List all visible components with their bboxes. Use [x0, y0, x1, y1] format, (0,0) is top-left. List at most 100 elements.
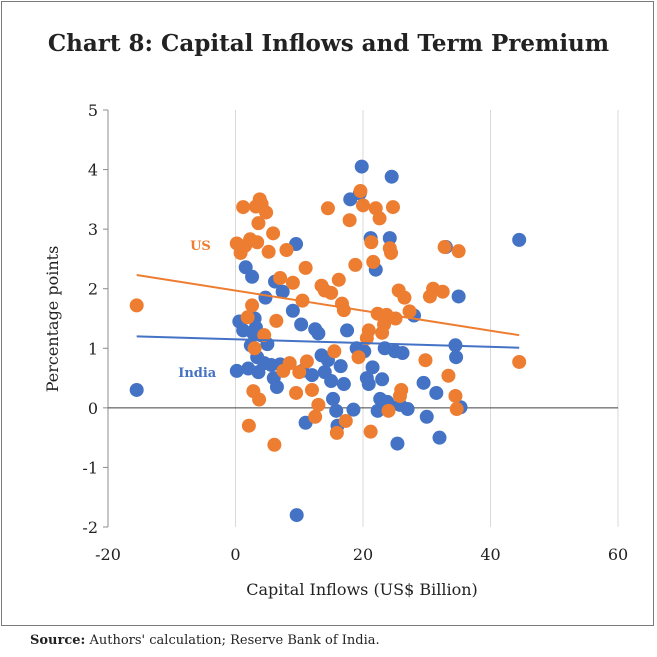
us-point [320, 201, 335, 216]
india-point [333, 359, 348, 374]
trendlines [136, 274, 520, 349]
us-point [384, 245, 399, 260]
us-point [298, 260, 313, 275]
scatter-plot: -2 -1 0 1 2 3 4 5 -20 0 20 40 60 US India Capital Inf… [43, 101, 628, 599]
india-point [390, 436, 405, 451]
india-point [370, 403, 385, 418]
y-tick-label: 2 [88, 280, 98, 299]
us-trendline [136, 274, 520, 337]
us-point [449, 402, 464, 417]
india-point [375, 372, 390, 387]
india-point [324, 374, 339, 389]
us-point [361, 323, 376, 338]
us-point [441, 368, 456, 383]
y-tick-label: 5 [88, 101, 98, 120]
source-note: Source: Authors' calculation; Reserve Ba… [30, 633, 380, 648]
us-point [247, 341, 262, 356]
us-point [129, 298, 144, 313]
us-point [397, 290, 412, 305]
us-point [299, 354, 314, 369]
us-point [252, 392, 267, 407]
us-point [363, 424, 378, 439]
us-point [279, 242, 294, 257]
chart-frame [1, 1, 654, 626]
india-point [512, 232, 527, 247]
us-point [512, 354, 527, 369]
india-point [229, 363, 244, 378]
india-point [365, 360, 380, 375]
india-point [285, 303, 300, 318]
us-point [305, 382, 319, 397]
india-point [258, 290, 273, 305]
us-point [240, 310, 255, 325]
india-point [329, 403, 344, 418]
y-tick-label: 4 [88, 161, 98, 180]
source-text: Authors' calculation; Reserve Bank of In… [85, 633, 380, 648]
us-point [267, 437, 282, 452]
y-tick-label: -1 [82, 458, 98, 477]
india-point [384, 169, 399, 184]
india-point [305, 368, 319, 383]
annotations: US India [178, 239, 217, 381]
us-point [451, 244, 466, 259]
y-tick-label: -2 [82, 518, 98, 537]
india-point [449, 350, 464, 365]
us-point [269, 313, 284, 328]
us-point [250, 235, 265, 250]
x-axis-label: Capital Inflows (US$ Billion) [246, 580, 478, 599]
annotation-us: US [190, 239, 211, 254]
x-tick-label: 0 [230, 545, 240, 564]
gridlines [235, 110, 619, 527]
us-point [292, 365, 307, 380]
india-point [400, 402, 415, 417]
us-point [435, 284, 450, 299]
tick-labels: -2 -1 0 1 2 3 4 5 -20 0 20 40 60 [82, 101, 628, 564]
y-axis-label: Percentage points [43, 246, 62, 393]
india-point [416, 375, 431, 390]
us-point [342, 213, 357, 228]
us-point [353, 184, 368, 199]
us-point [273, 270, 288, 285]
india-point [269, 380, 284, 395]
india-point [289, 508, 304, 523]
us-point [366, 254, 381, 269]
us-point [448, 388, 463, 403]
us-point [285, 275, 300, 290]
india-point [451, 289, 466, 304]
india-point [395, 346, 410, 361]
us-point [385, 200, 400, 215]
us-point [324, 285, 339, 300]
india-point [129, 382, 144, 397]
us-point [251, 216, 266, 231]
india-point [275, 284, 290, 299]
annotation-india: India [178, 366, 217, 381]
us-point [261, 244, 276, 259]
india-point [294, 317, 309, 332]
us-point [311, 397, 326, 412]
us-point [241, 418, 256, 433]
us-point [282, 356, 297, 371]
india-point [346, 402, 361, 417]
india-point [382, 231, 397, 246]
india-point [326, 391, 341, 406]
us-point [356, 198, 370, 213]
india-point [336, 377, 351, 392]
us-point [338, 413, 353, 428]
us-point [388, 311, 403, 326]
us-point [381, 403, 396, 418]
india-point [340, 323, 355, 338]
x-tick-label: 40 [480, 545, 500, 564]
us-point [257, 328, 272, 343]
us-point [266, 226, 281, 241]
data-series [129, 159, 527, 523]
us-point [329, 425, 344, 440]
us-point [327, 344, 342, 359]
axes [103, 109, 618, 528]
x-tick-label: 20 [353, 545, 373, 564]
us-point [259, 205, 274, 220]
x-tick-label: 60 [608, 545, 628, 564]
us-point [437, 240, 452, 255]
india-point [361, 377, 376, 392]
us-point [418, 353, 433, 368]
us-point [331, 272, 346, 287]
